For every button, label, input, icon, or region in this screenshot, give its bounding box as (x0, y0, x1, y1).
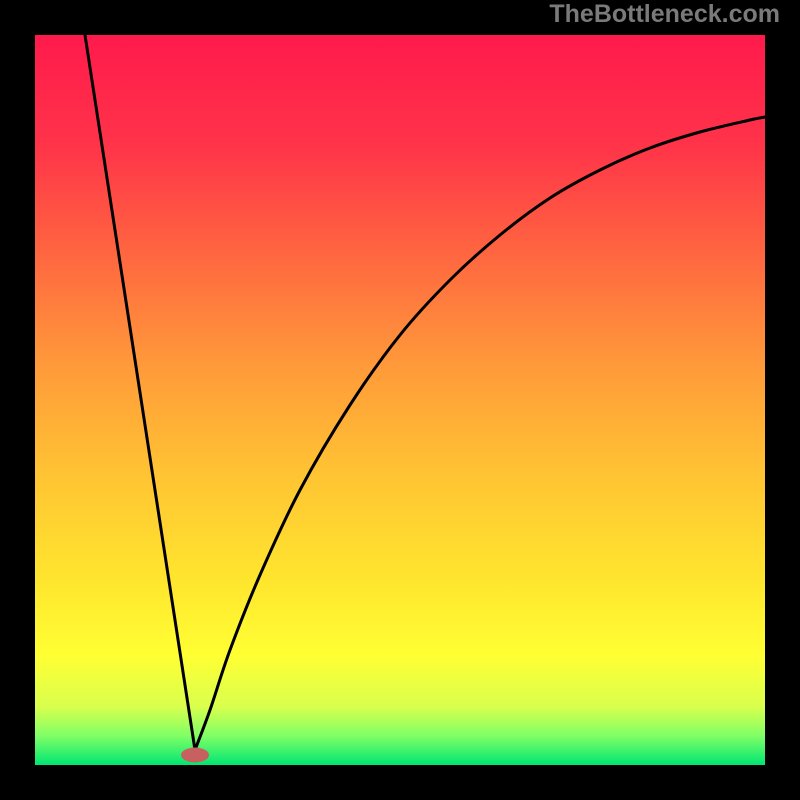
chart-svg (0, 0, 800, 800)
optimal-point-marker (181, 748, 209, 763)
attribution-text: TheBottleneck.com (549, 0, 780, 29)
bottleneck-chart (0, 0, 800, 800)
